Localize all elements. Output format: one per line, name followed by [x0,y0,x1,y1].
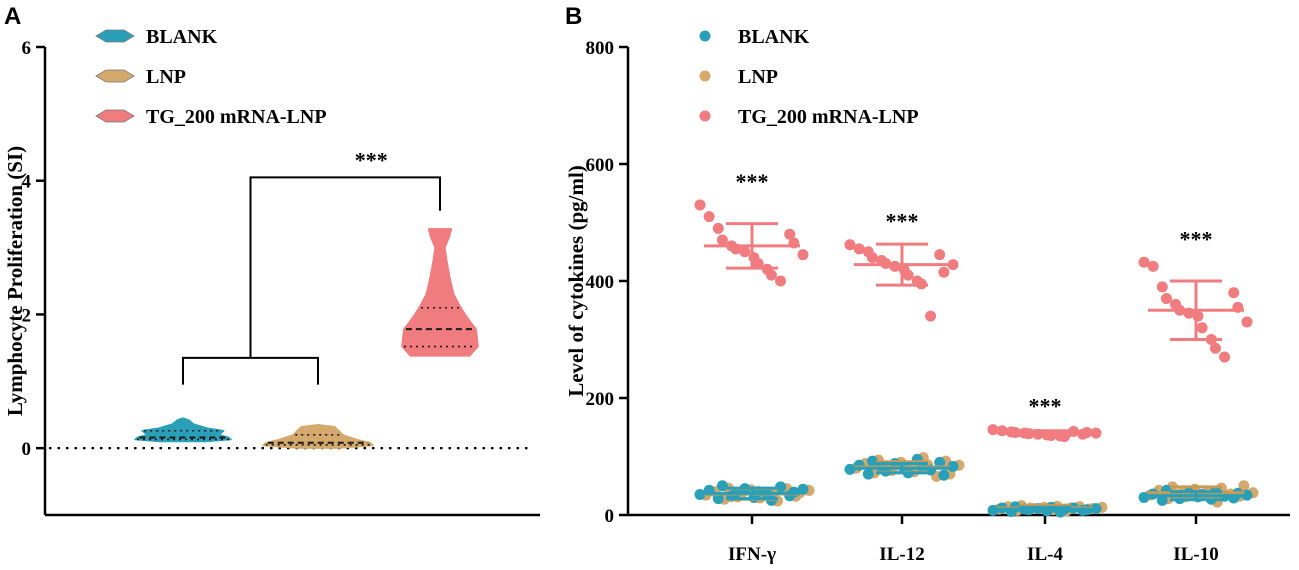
point-tg [784,228,796,240]
violin-tg [401,228,479,357]
legend-b-marker-lnp [699,70,711,82]
point-blank [844,463,856,475]
point-blank [987,504,999,516]
legend-b-label-blank: BLANK [738,26,810,48]
panel-b-significance-label: *** [1180,226,1213,251]
panel-b-legend: BLANK LNP TG_200 mRNA-LNP [699,26,919,128]
point-tg [694,199,706,211]
point-tg [947,259,959,271]
point-tg [925,310,937,322]
panel-b-significance-label: *** [886,209,919,234]
point-blank [797,483,809,495]
panel-a-y-tick-label: 6 [22,38,32,59]
panel-a-y-tick-label: 2 [22,305,32,326]
point-tg [1228,287,1240,299]
panel-a: A Lymphocyte Proliferation (SI) 0 2 4 6 ***… [3,3,540,517]
point-blank [938,469,950,481]
point-tg [712,222,724,234]
panel-b-significance-label: *** [1029,394,1062,419]
point-tg [716,234,728,246]
legend-b-label-tg: TG_200 mRNA-LNP [738,106,919,128]
point-tg [797,249,809,261]
panel-b-x-tick-label: IFN-γ [728,544,776,565]
legend-b-marker-tg [699,110,711,122]
panel-b-y-tick-label: 600 [586,155,615,176]
violin-blank [134,417,232,443]
point-tg [739,246,751,258]
point-tg [1138,256,1150,268]
point-tg [866,252,878,264]
point-blank [1090,503,1102,515]
point-tg [1090,427,1102,439]
panel-b-x-axis: IFN-γ IL-12 IL-4 IL-10 [628,513,1290,565]
point-lnp [1238,480,1250,492]
legend-a-label-blank: BLANK [146,26,218,48]
panel-b-y-axis: 0 200 400 600 800 [586,38,630,527]
panel-b-letter: B [565,3,582,30]
point-blank [934,456,946,468]
point-tg [853,243,865,255]
point-tg [1192,310,1204,322]
point-blank [694,489,706,501]
legend-a-swatch-blank [95,29,135,43]
point-blank [1241,489,1253,501]
point-tg [1147,260,1159,272]
legend-a-label-lnp: LNP [146,66,186,88]
panel-a-ylabel: Lymphocyte Proliferation (SI) [3,146,27,416]
panel-b-y-tick-label: 400 [586,272,615,293]
panel-b-x-tick-label: IL-12 [879,544,924,565]
point-tg [934,249,946,261]
point-tg [987,424,999,436]
point-tg [902,269,914,281]
point-tg [938,266,950,278]
legend-b-marker-blank [699,30,711,42]
panel-a-significance-label: *** [355,147,388,172]
point-tg [765,269,777,281]
panel-b-ylabel: Level of cytokines (pg/ml) [564,165,588,397]
point-tg [775,275,787,287]
bracket-left-group [182,356,319,385]
panel-b-y-tick-label: 800 [586,38,615,59]
panel-b: B Level of cytokines (pg/ml) 0 200 400 600 8… [564,3,1290,565]
point-tg [1241,316,1253,328]
panel-b-y-tick-label: 200 [586,389,615,410]
point-blank [947,460,959,472]
panel-a-y-tick-label: 4 [22,172,32,193]
point-blank [1138,491,1150,503]
point-tg [1160,293,1172,305]
panel-a-y-axis: 0 2 4 6 [22,38,540,517]
point-blank [1156,494,1168,506]
panel-b-y-tick-label: 0 [605,506,615,527]
point-tg [703,211,715,223]
point-tg [1219,351,1231,363]
point-blank [716,480,728,492]
legend-a-swatch-lnp [95,69,135,83]
point-tg [1209,342,1221,354]
panel-b-significance-labels: *** *** *** *** [736,169,1213,419]
point-tg [1156,281,1168,293]
point-blank [866,455,878,467]
panel-b-x-tick-label: IL-10 [1173,544,1218,565]
legend-b-label-lnp: LNP [738,66,778,88]
point-tg [1196,322,1208,334]
bracket-connector [249,176,441,358]
panel-a-significance-bracket [182,176,441,385]
point-tg [844,239,856,251]
panel-a-letter: A [4,3,21,30]
point-tg [752,257,764,269]
panel-a-legend: BLANK LNP TG_200 mRNA-LNP [95,26,327,128]
panel-a-y-tick-label: 0 [22,439,32,460]
point-blank [862,468,874,480]
legend-a-label-tg: TG_200 mRNA-LNP [146,106,327,128]
panel-b-x-tick-label: IL-4 [1027,544,1063,565]
panel-b-significance-label: *** [736,169,769,194]
legend-a-swatch-tg [95,109,135,123]
panel-b-error-bars [704,222,1244,513]
point-blank [712,493,724,505]
panel-a-violins [134,228,479,449]
